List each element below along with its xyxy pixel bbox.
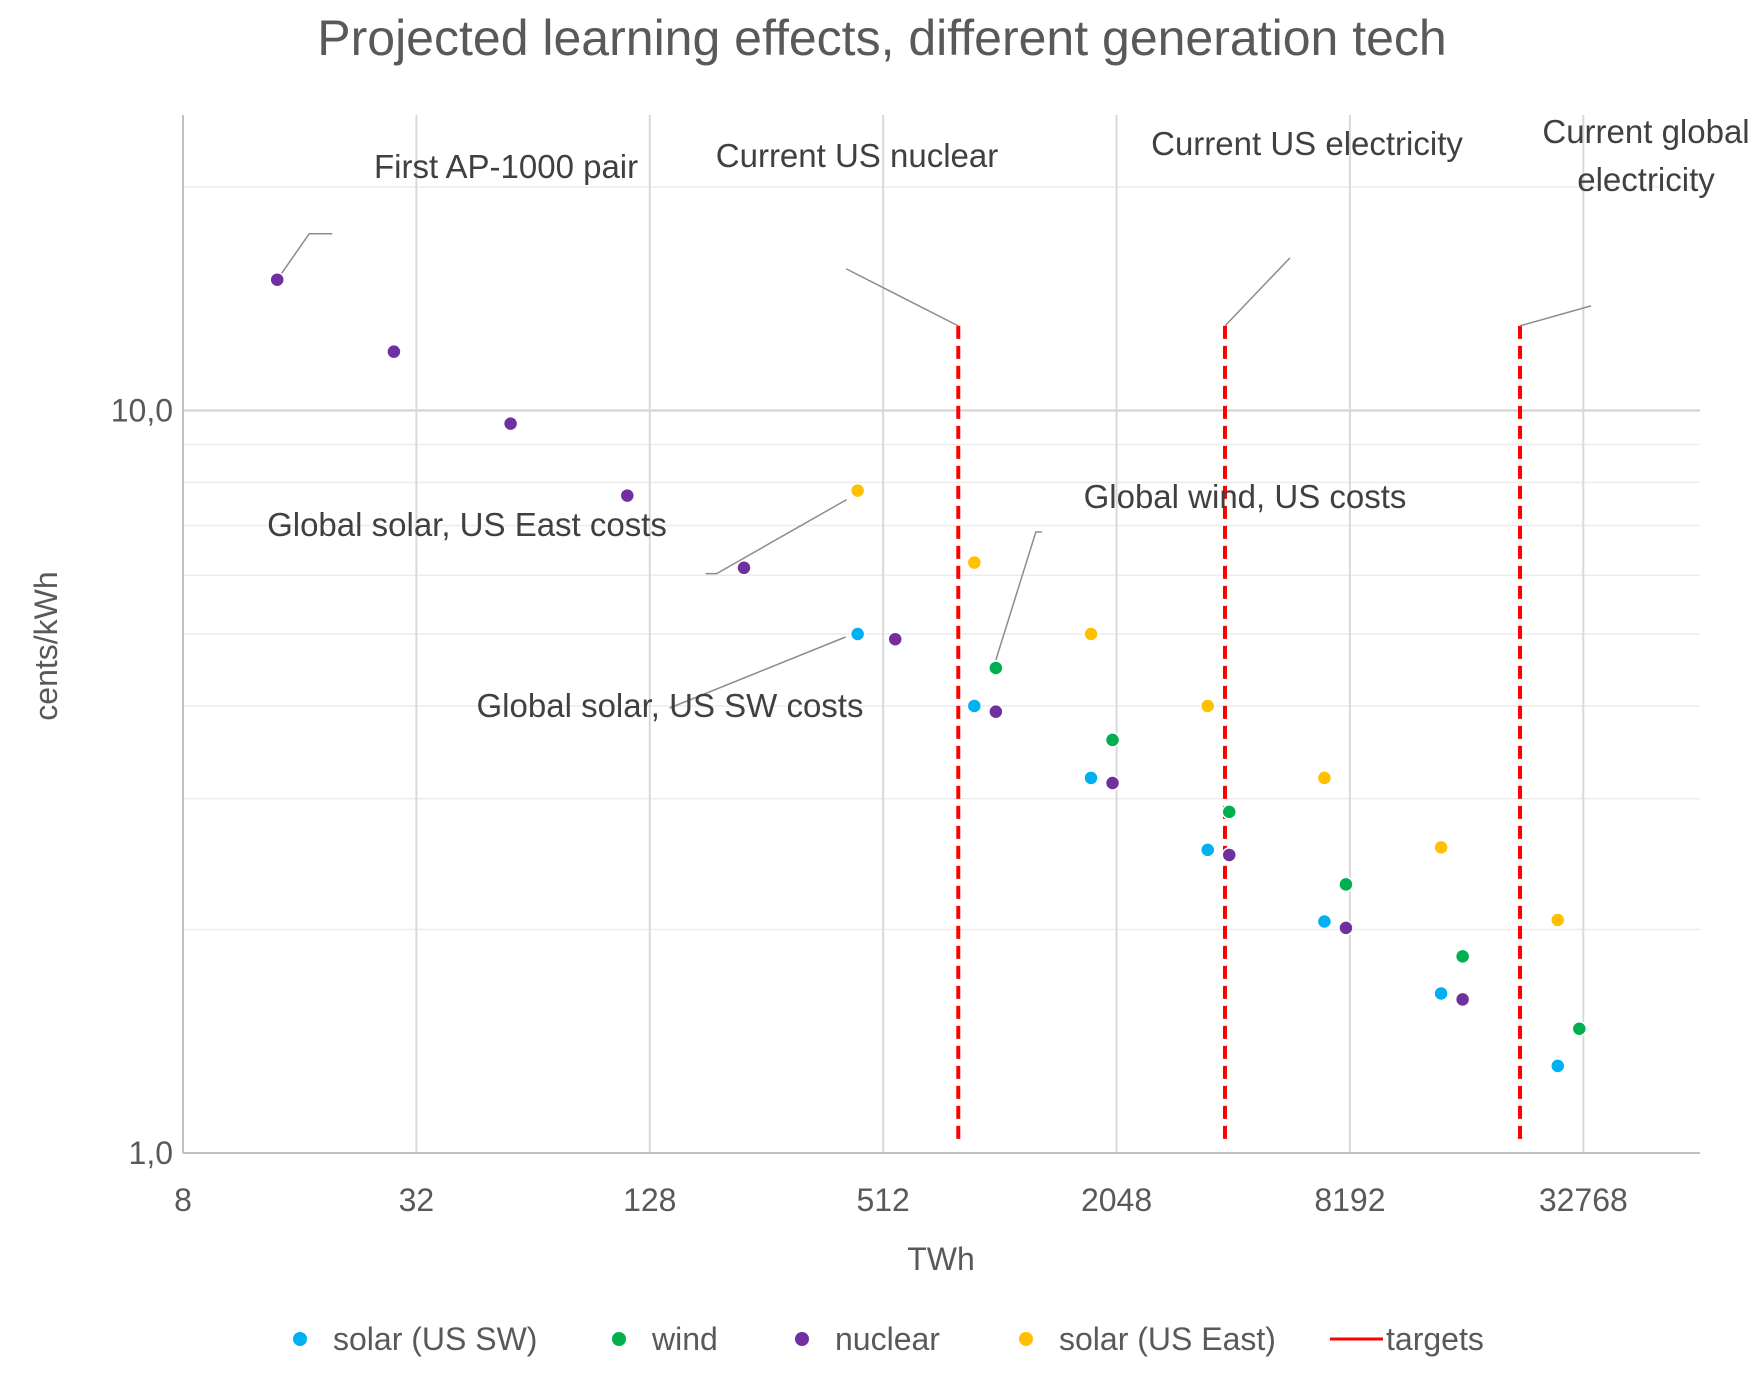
- solar-us-east-point: [966, 554, 983, 571]
- wind-point: [1104, 732, 1121, 748]
- legend-marker-nuclear: [795, 1332, 809, 1346]
- annotation-label: Current global: [1542, 113, 1749, 150]
- x-tick-label: 32: [399, 1182, 435, 1218]
- annotation-leader-line: [845, 268, 959, 327]
- nuclear-point: [1104, 775, 1121, 791]
- nuclear-point: [1454, 991, 1471, 1008]
- wind-point: [1454, 948, 1471, 965]
- wind-point: [988, 660, 1004, 676]
- annotation-label: Global wind, US costs: [1084, 478, 1407, 515]
- legend-label-solar-us-east: solar (US East): [1059, 1321, 1276, 1357]
- solar-us-east-point: [849, 482, 866, 499]
- solar-us-sw-point: [1550, 1058, 1566, 1074]
- wind-point: [1571, 1021, 1588, 1037]
- nuclear-point: [988, 703, 1004, 720]
- annotation-leader-line: [1519, 305, 1592, 327]
- legend-label-solar-us-sw: solar (US SW): [333, 1321, 537, 1357]
- y-tick-label: 10,0: [111, 392, 173, 428]
- annotation-label: Current US nuclear: [716, 137, 998, 174]
- x-tick-label: 32768: [1539, 1182, 1628, 1218]
- y-tick-label: 1,0: [129, 1135, 173, 1171]
- nuclear-point: [269, 271, 285, 288]
- nuclear-point: [502, 415, 519, 432]
- annotation-label: Current US electricity: [1151, 125, 1463, 162]
- x-tick-label: 512: [856, 1182, 909, 1218]
- legend-label-wind: wind: [651, 1321, 718, 1357]
- annotation-leader-line: [995, 531, 1042, 661]
- solar-us-sw-point: [849, 626, 866, 642]
- chart-title: Projected learning effects, different ge…: [317, 10, 1446, 66]
- nuclear-point: [736, 560, 752, 576]
- annotation-label: Global solar, US East costs: [267, 506, 667, 543]
- annotation-label: electricity: [1577, 161, 1715, 198]
- x-tick-label: 128: [623, 1182, 676, 1218]
- x-axis-title: TWh: [907, 1241, 975, 1277]
- solar-us-east-point: [1083, 626, 1099, 642]
- annotation-leader-line: [705, 498, 848, 575]
- solar-us-east-point: [1550, 912, 1566, 928]
- y-axis-title: cents/kWh: [28, 571, 64, 720]
- x-tick-label: 8192: [1314, 1182, 1385, 1218]
- annotation-label: First AP-1000 pair: [374, 148, 638, 185]
- legend-label-nuclear: nuclear: [835, 1321, 940, 1357]
- legend-marker-wind: [612, 1332, 626, 1346]
- nuclear-point: [887, 631, 903, 647]
- annotation-leader-line: [276, 232, 333, 281]
- x-tick-label: 8: [174, 1182, 192, 1218]
- solar-us-east-point: [1433, 839, 1449, 856]
- wind-point: [1221, 804, 1237, 820]
- nuclear-point: [386, 343, 402, 360]
- solar-us-sw-point: [966, 698, 983, 714]
- solar-us-east-point: [1199, 698, 1216, 714]
- solar-us-sw-point: [1199, 842, 1216, 858]
- solar-us-sw-point: [1316, 913, 1333, 930]
- annotation-leader-line: [669, 636, 846, 709]
- solar-us-sw-point: [1433, 985, 1449, 1002]
- legend-marker-solar-us-sw: [293, 1332, 307, 1346]
- legend-marker-solar-us-east: [1019, 1332, 1033, 1346]
- wind-point: [1338, 876, 1354, 893]
- solar-us-east-point: [1316, 770, 1333, 786]
- annotation-leader-line: [1224, 257, 1291, 327]
- x-tick-label: 2048: [1081, 1182, 1152, 1218]
- nuclear-point: [1221, 847, 1237, 863]
- nuclear-point: [1338, 920, 1354, 936]
- nuclear-point: [619, 487, 636, 504]
- legend-label-targets: targets: [1386, 1321, 1484, 1357]
- solar-us-sw-point: [1083, 770, 1099, 786]
- annotation-label: Global solar, US SW costs: [477, 687, 864, 724]
